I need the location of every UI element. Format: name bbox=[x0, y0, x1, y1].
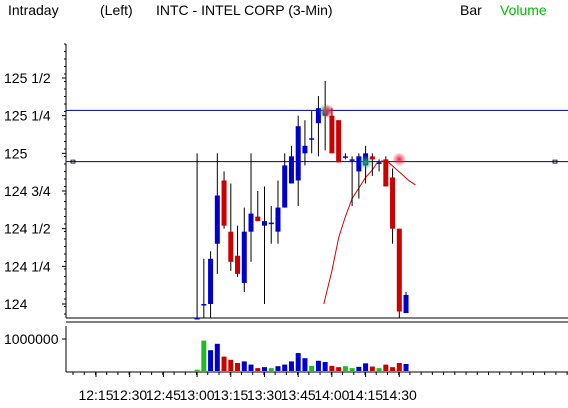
price-tick-label: 125 1/4 bbox=[4, 108, 51, 124]
volume-bar bbox=[275, 366, 281, 371]
volume-bar bbox=[214, 343, 220, 371]
volume-bar bbox=[248, 364, 254, 371]
candle-body bbox=[255, 216, 261, 222]
price-tick-label: 125 bbox=[4, 145, 28, 161]
volume-bar bbox=[282, 364, 288, 371]
time-tick-label: 13:30 bbox=[247, 387, 282, 403]
volume-bar bbox=[349, 368, 355, 371]
time-tick-label: 13:00 bbox=[180, 387, 215, 403]
volume-bar bbox=[390, 367, 396, 371]
time-tick-label: 13:45 bbox=[281, 387, 316, 403]
volume-bar bbox=[295, 353, 301, 371]
candle-body bbox=[228, 231, 234, 262]
time-tick-label: 12:30 bbox=[112, 387, 147, 403]
candle-body bbox=[342, 156, 348, 158]
candle-body bbox=[235, 255, 241, 274]
volume-label: Volume bbox=[500, 2, 547, 18]
volume-bar bbox=[329, 365, 335, 371]
time-tick-label: 12:45 bbox=[146, 387, 181, 403]
volume-bar bbox=[322, 362, 328, 371]
volume-bar bbox=[403, 363, 409, 371]
price-panel bbox=[65, 44, 568, 323]
candle-body bbox=[288, 156, 294, 184]
volume-bar bbox=[255, 368, 261, 371]
volume-bar bbox=[221, 356, 227, 371]
volume-bar bbox=[369, 366, 375, 371]
candle-body bbox=[309, 138, 315, 140]
candles bbox=[194, 81, 409, 320]
volume-bar bbox=[342, 366, 348, 371]
level-marker-left bbox=[70, 159, 76, 164]
volume-bar bbox=[241, 361, 247, 371]
price-axis: 124 124 1/4 124 1/2 124 3/4 125 125 1/4 125 1/… bbox=[4, 43, 66, 315]
candle-body bbox=[268, 222, 274, 225]
volume-bar bbox=[356, 366, 362, 371]
price-tick-label: 125 1/2 bbox=[4, 70, 51, 86]
candle-body bbox=[403, 294, 409, 314]
volume-bar bbox=[315, 360, 321, 371]
candle-body bbox=[248, 213, 254, 232]
volume-bar bbox=[383, 364, 389, 371]
candle-body bbox=[336, 120, 342, 163]
candle-body bbox=[194, 318, 200, 320]
volume-bar bbox=[363, 363, 369, 371]
candle-body bbox=[390, 177, 396, 229]
volume-tick-label: 1000000 bbox=[4, 331, 59, 347]
volume-bar bbox=[302, 358, 308, 371]
signal-marker bbox=[392, 152, 407, 167]
candle-body bbox=[221, 180, 227, 226]
candle-body bbox=[208, 258, 214, 304]
candle-body bbox=[396, 228, 402, 312]
volume-bar bbox=[194, 369, 200, 371]
volume-bar bbox=[268, 368, 274, 371]
candle-body bbox=[315, 108, 321, 124]
volume-axis: 1000000 bbox=[4, 331, 66, 347]
time-axis: 12:1512:3012:4513:0013:1513:3013:4514:00… bbox=[72, 372, 568, 403]
volume-bar bbox=[201, 340, 207, 371]
volume-bar bbox=[262, 367, 267, 371]
volume-bar bbox=[336, 367, 342, 371]
time-tick-label: 14:30 bbox=[382, 387, 417, 403]
candle-body bbox=[329, 115, 335, 154]
candle-body bbox=[383, 159, 389, 187]
symbol-title: INTC - INTEL CORP (3-Min) bbox=[156, 2, 333, 18]
bar-label: Bar bbox=[460, 2, 482, 18]
candle-body bbox=[376, 162, 382, 164]
volume-bar bbox=[208, 350, 214, 371]
time-tick-label: 13:15 bbox=[213, 387, 248, 403]
volume-bar bbox=[376, 368, 382, 371]
volume-bar bbox=[235, 363, 241, 371]
level-marker-right bbox=[552, 159, 558, 164]
mode-label: Intraday bbox=[8, 2, 59, 18]
candle-body bbox=[241, 231, 247, 283]
markers bbox=[318, 104, 407, 170]
candle-body bbox=[302, 145, 308, 154]
candle-body bbox=[214, 195, 220, 244]
candle-body bbox=[282, 165, 288, 208]
side-label: (Left) bbox=[100, 2, 133, 18]
time-tick-label: 12:15 bbox=[78, 387, 113, 403]
signal-marker bbox=[320, 104, 335, 119]
volume-bar bbox=[396, 363, 402, 371]
candle-body bbox=[275, 207, 281, 232]
price-tick-label: 124 1/2 bbox=[4, 221, 51, 237]
volume-panel bbox=[65, 326, 568, 373]
time-tick-label: 14:00 bbox=[314, 387, 349, 403]
candle-body bbox=[349, 159, 355, 161]
volume-bar bbox=[309, 365, 315, 371]
volume-bar bbox=[228, 359, 234, 371]
time-tick-label: 14:15 bbox=[348, 387, 383, 403]
price-tick-label: 124 1/4 bbox=[4, 258, 51, 274]
price-tick-label: 124 3/4 bbox=[4, 183, 51, 199]
signal-marker bbox=[358, 155, 373, 170]
candle-body bbox=[201, 304, 207, 306]
candle-body bbox=[369, 156, 375, 160]
candle-body bbox=[262, 221, 267, 226]
price-tick-label: 124 bbox=[4, 296, 28, 312]
candle-body bbox=[295, 126, 301, 181]
volume-bar bbox=[288, 361, 294, 371]
volume-bars bbox=[194, 340, 409, 371]
